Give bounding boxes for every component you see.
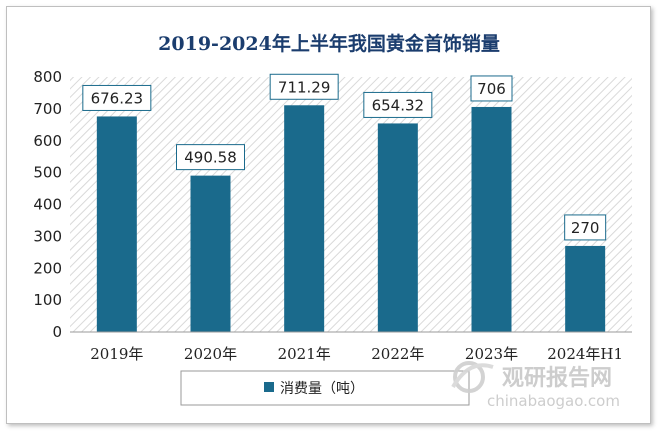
data-label: 711.29: [278, 78, 331, 96]
x-tick-label: 2024年H1: [547, 345, 623, 363]
data-label: 490.58: [184, 149, 237, 167]
y-tick-label: 200: [33, 259, 62, 277]
watermark: 观研报告网 chinabaogao.com: [451, 361, 620, 410]
watermark-url: chinabaogao.com: [487, 392, 620, 410]
legend-swatch: [264, 382, 274, 392]
bar: [377, 123, 418, 332]
bar: [284, 105, 325, 333]
y-tick-label: 600: [33, 132, 62, 150]
data-label-box: [564, 214, 607, 241]
y-tick-label: 800: [33, 68, 62, 86]
y-tick-label: 700: [33, 100, 62, 118]
bar: [190, 175, 231, 332]
data-labels: 676.23 490.58 711.29 654.32 706 270: [82, 73, 607, 241]
legend-label: 消费量（吨）: [280, 381, 364, 397]
data-label-box: [363, 91, 433, 118]
y-tick-label: 0: [52, 323, 62, 341]
y-axis: 0 100 200 300 400 500 600 700 800: [33, 68, 62, 341]
data-label: 676.23: [91, 89, 144, 107]
bar: [471, 106, 512, 333]
data-label: 654.32: [372, 96, 425, 114]
x-tick-label: 2020年: [184, 345, 237, 363]
y-tick-label: 500: [33, 164, 62, 182]
x-axis: 2019年 2020年 2021年 2022年 2023年 2024年H1: [70, 331, 632, 363]
x-tick-label: 2022年: [371, 345, 424, 363]
y-tick-label: 100: [33, 291, 62, 309]
globe-swoosh-icon: [451, 361, 494, 393]
plot-area: [70, 77, 632, 332]
data-label: 270: [571, 219, 600, 237]
y-tick-label: 300: [33, 227, 62, 245]
bar-series: [96, 105, 606, 333]
data-label-box: [82, 84, 152, 111]
legend: 消费量（吨）: [180, 370, 470, 406]
y-tick-label: 400: [33, 196, 62, 214]
legend-box: [180, 370, 470, 406]
watermark-brand: 观研报告网: [502, 366, 612, 391]
x-tick-label: 2023年: [465, 345, 518, 363]
data-label-box: [470, 75, 513, 102]
data-label-box: [269, 73, 339, 100]
x-tick-label: 2021年: [278, 345, 331, 363]
bar: [565, 245, 606, 332]
x-tick-label: 2019年: [90, 345, 143, 363]
chart-svg: 2019-2024年上半年我国黄金首饰销量 0 100 200 300 400 500 60…: [33, 32, 632, 410]
data-label-box: [176, 144, 245, 171]
data-label: 706: [477, 80, 506, 98]
chart-frame: 2019-2024年上半年我国黄金首饰销量 0 100 200 300 400 500 60…: [6, 6, 651, 424]
chart-title: 2019-2024年上半年我国黄金首饰销量: [158, 32, 500, 55]
bar: [96, 116, 137, 332]
